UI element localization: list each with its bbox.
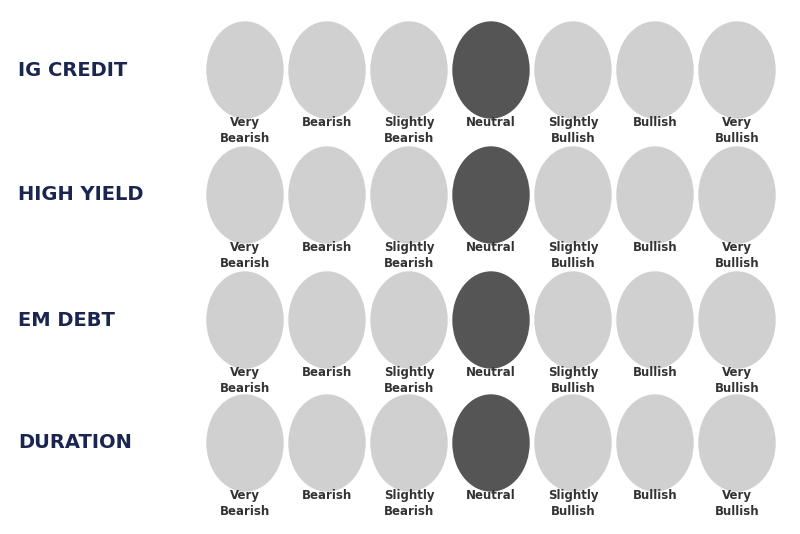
- Ellipse shape: [453, 147, 529, 243]
- Ellipse shape: [535, 22, 611, 118]
- Text: Bearish: Bearish: [302, 366, 352, 379]
- Text: Very
Bullish: Very Bullish: [714, 116, 759, 145]
- Text: Bearish: Bearish: [302, 241, 352, 254]
- Ellipse shape: [207, 272, 283, 368]
- Text: Very
Bearish: Very Bearish: [220, 489, 270, 518]
- Text: Neutral: Neutral: [466, 489, 516, 502]
- Text: IG CREDIT: IG CREDIT: [18, 60, 127, 80]
- Text: Bullish: Bullish: [633, 116, 678, 129]
- Text: Slightly
Bullish: Slightly Bullish: [548, 366, 598, 395]
- Ellipse shape: [535, 395, 611, 491]
- Text: Bullish: Bullish: [633, 489, 678, 502]
- Ellipse shape: [699, 22, 775, 118]
- Text: Very
Bearish: Very Bearish: [220, 366, 270, 395]
- Ellipse shape: [535, 147, 611, 243]
- Text: Slightly
Bearish: Slightly Bearish: [384, 116, 434, 145]
- Text: Bearish: Bearish: [302, 116, 352, 129]
- Text: Very
Bearish: Very Bearish: [220, 116, 270, 145]
- Ellipse shape: [289, 147, 365, 243]
- Ellipse shape: [289, 22, 365, 118]
- Text: Slightly
Bearish: Slightly Bearish: [384, 366, 434, 395]
- Text: Neutral: Neutral: [466, 366, 516, 379]
- Text: Bullish: Bullish: [633, 241, 678, 254]
- Text: Very
Bearish: Very Bearish: [220, 241, 270, 270]
- Ellipse shape: [535, 272, 611, 368]
- Ellipse shape: [289, 395, 365, 491]
- Ellipse shape: [207, 147, 283, 243]
- Text: EM DEBT: EM DEBT: [18, 310, 115, 329]
- Text: Bullish: Bullish: [633, 366, 678, 379]
- Ellipse shape: [453, 395, 529, 491]
- Ellipse shape: [617, 272, 693, 368]
- Text: Slightly
Bullish: Slightly Bullish: [548, 241, 598, 270]
- Ellipse shape: [207, 22, 283, 118]
- Ellipse shape: [617, 22, 693, 118]
- Ellipse shape: [699, 272, 775, 368]
- Ellipse shape: [289, 272, 365, 368]
- Text: Very
Bullish: Very Bullish: [714, 489, 759, 518]
- Text: Bearish: Bearish: [302, 489, 352, 502]
- Text: Slightly
Bearish: Slightly Bearish: [384, 489, 434, 518]
- Ellipse shape: [617, 395, 693, 491]
- Ellipse shape: [453, 272, 529, 368]
- Ellipse shape: [207, 395, 283, 491]
- Text: Very
Bullish: Very Bullish: [714, 366, 759, 395]
- Text: Slightly
Bullish: Slightly Bullish: [548, 489, 598, 518]
- Text: HIGH YIELD: HIGH YIELD: [18, 185, 143, 205]
- Ellipse shape: [371, 147, 447, 243]
- Ellipse shape: [371, 272, 447, 368]
- Ellipse shape: [371, 395, 447, 491]
- Text: Neutral: Neutral: [466, 116, 516, 129]
- Text: DURATION: DURATION: [18, 434, 132, 452]
- Ellipse shape: [453, 22, 529, 118]
- Ellipse shape: [617, 147, 693, 243]
- Ellipse shape: [699, 395, 775, 491]
- Text: Slightly
Bearish: Slightly Bearish: [384, 241, 434, 270]
- Text: Slightly
Bullish: Slightly Bullish: [548, 116, 598, 145]
- Text: Neutral: Neutral: [466, 241, 516, 254]
- Ellipse shape: [699, 147, 775, 243]
- Ellipse shape: [371, 22, 447, 118]
- Text: Very
Bullish: Very Bullish: [714, 241, 759, 270]
